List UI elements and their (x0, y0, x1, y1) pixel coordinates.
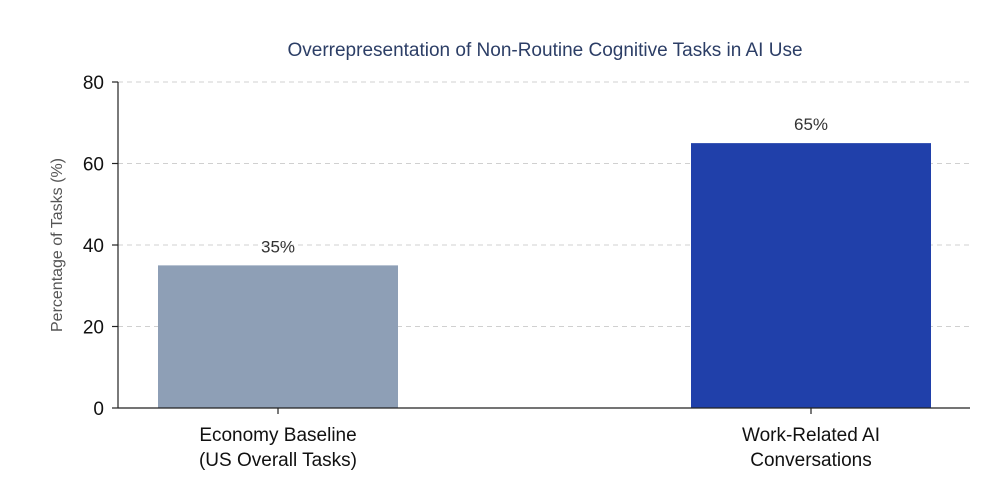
chart-title: Overrepresentation of Non-Routine Cognit… (287, 40, 802, 61)
category-label: Economy Baseline (US Overall Tasks) (199, 425, 357, 471)
bar (691, 143, 931, 408)
y-tick-label: 20 (83, 318, 104, 339)
y-tick-label: 80 (83, 73, 104, 94)
category-label: Work-Related AI Conversations (742, 425, 880, 471)
y-ticks: 0 20 40 60 80 (83, 73, 118, 420)
bar (158, 265, 398, 408)
grid (118, 81, 970, 327)
y-tick-label: 40 (83, 236, 104, 257)
y-tick-label: 60 (83, 155, 104, 176)
y-tick-label: 0 (93, 399, 104, 420)
data-label: 65% (794, 115, 828, 134)
x-categories: Economy Baseline (US Overall Tasks) Work-R… (199, 408, 880, 471)
data-labels: 35% 65% (261, 115, 828, 256)
bars (158, 143, 931, 408)
data-label: 35% (261, 237, 295, 256)
y-axis-label: Percentage of Tasks (%) (49, 158, 66, 332)
